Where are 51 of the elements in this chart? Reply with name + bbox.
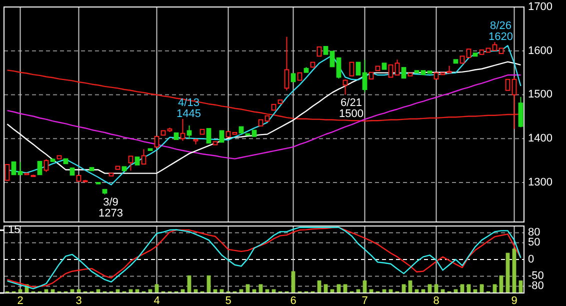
candlestick — [518, 96, 524, 128]
candlestick — [316, 46, 322, 57]
candlestick — [505, 78, 510, 91]
x-tick-label: 5 — [225, 294, 232, 306]
line-series — [6, 61, 522, 174]
candlestick — [11, 161, 16, 176]
y-tick-label: 0 — [528, 253, 534, 266]
candlestick — [219, 130, 224, 143]
y-tick-label: 1700 — [528, 0, 552, 13]
x-tick-label: 8 — [433, 294, 440, 306]
y-tick-label: 1300 — [528, 176, 552, 188]
y-tick-label: 50 — [528, 236, 540, 249]
y-tick-label: 80 — [528, 226, 540, 239]
candlestick — [141, 148, 146, 165]
x-tick-label: 3 — [76, 294, 82, 306]
candlestick — [342, 78, 348, 96]
annotation: 3/9 1273 — [98, 196, 123, 220]
x-tick-label: 6 — [290, 294, 296, 306]
candlestick — [206, 128, 212, 144]
candlestick — [401, 67, 406, 79]
candlestick — [44, 158, 49, 172]
candlestick — [128, 156, 134, 172]
candlestick — [330, 50, 335, 68]
line-series — [6, 45, 522, 186]
x-tick-label: 7 — [362, 294, 368, 306]
annotation: 6/21 1500 — [339, 96, 364, 120]
y-tick-label: -50 — [528, 270, 544, 282]
candlestick — [356, 62, 361, 76]
candlestick — [4, 164, 10, 181]
y-tick-label: 1500 — [528, 88, 552, 101]
candlestick — [154, 136, 160, 148]
y-tick-label: -80 — [528, 280, 544, 292]
candlestick — [394, 59, 400, 76]
candlestick — [512, 76, 517, 130]
candlestick — [186, 124, 192, 140]
x-tick-label: 2 — [17, 294, 24, 306]
x-tick-label: 4 — [154, 294, 160, 306]
y-tick-label: 1600 — [528, 44, 552, 57]
candlestick — [349, 62, 354, 76]
y-tick-label: 1400 — [528, 132, 552, 145]
x-tick-label: 9 — [511, 294, 518, 306]
candlestick — [388, 64, 394, 78]
annotation: 8/26 1620 — [488, 20, 513, 44]
candlestick — [336, 57, 342, 80]
candlestick — [284, 36, 290, 91]
candlestick — [37, 160, 42, 176]
candlestick — [362, 59, 368, 94]
line-series — [6, 74, 522, 160]
candlestick — [180, 118, 186, 142]
annotation: 4/13 1445 — [176, 96, 201, 120]
candlestick — [18, 161, 23, 176]
